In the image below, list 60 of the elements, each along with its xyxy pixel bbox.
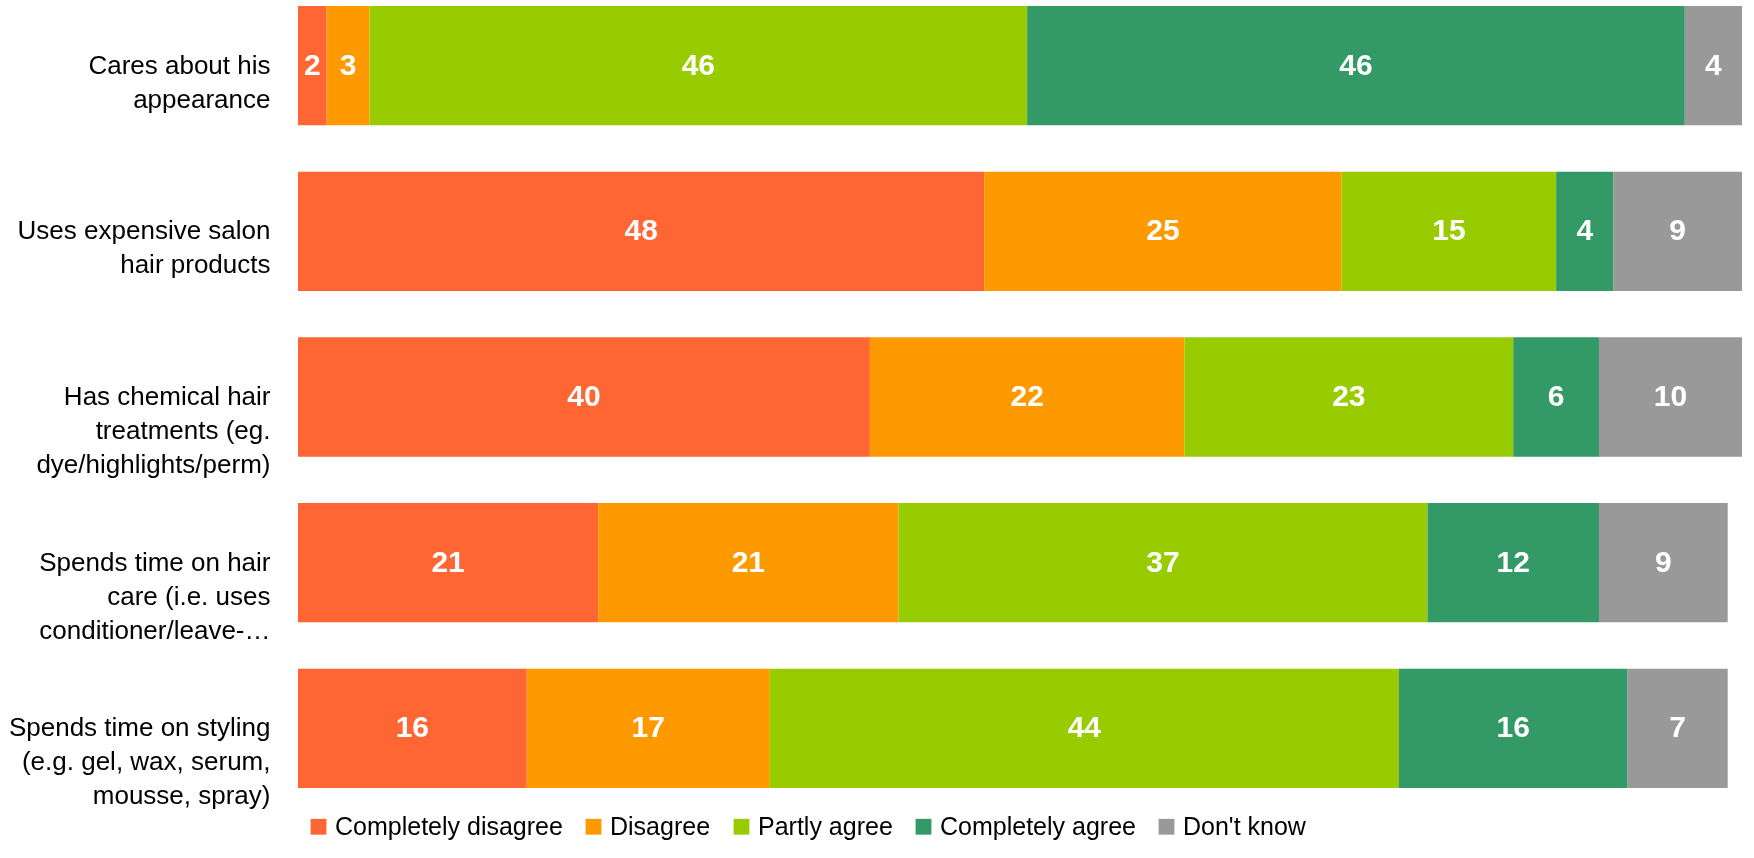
- legend-label: Completely disagree: [335, 811, 563, 840]
- legend-label: Partly agree: [758, 811, 893, 840]
- data-label: 4: [1576, 213, 1594, 247]
- data-label: 6: [1547, 379, 1565, 412]
- bar: [1684, 6, 1742, 126]
- y-tick-label: Has chemical hair treatments (eg. dye/highlights/perm): [36, 381, 271, 479]
- bar: [526, 668, 770, 788]
- bar: [298, 337, 870, 457]
- bar: [598, 503, 899, 623]
- bar: [1027, 6, 1685, 126]
- data-label: 2: [303, 47, 321, 81]
- bar: [1599, 503, 1728, 623]
- data-label: 22: [1010, 379, 1044, 412]
- bar: [298, 503, 599, 623]
- bar: [898, 503, 1428, 623]
- bar: [1513, 337, 1600, 457]
- bar: [1341, 171, 1557, 291]
- bar: [326, 6, 370, 126]
- data-label: 16: [1496, 710, 1530, 744]
- y-tick-label: Cares about his appearance: [88, 49, 271, 114]
- data-label: 3: [339, 47, 357, 81]
- y-tick-label: Spends time on styling (e.g. gel, wax, serum, mousse, spray): [8, 712, 271, 811]
- bar: [1613, 171, 1742, 291]
- data-label: 9: [1669, 213, 1687, 247]
- bar: [1556, 171, 1614, 291]
- data-label: 25: [1146, 213, 1180, 247]
- data-label: 23: [1332, 379, 1366, 412]
- bar: [1184, 337, 1514, 457]
- bar: [869, 337, 1185, 457]
- y-tick-label: Spends time on hair care (i.e. uses conditioner/leave-…: [39, 546, 271, 645]
- legend-label: Completely agree: [940, 811, 1136, 840]
- bar: [1398, 668, 1628, 788]
- data-label: 17: [631, 710, 665, 744]
- data-label: 16: [395, 710, 430, 744]
- data-label: 4: [1705, 47, 1723, 81]
- data-label: 21: [431, 544, 465, 578]
- data-label: 46: [1339, 47, 1373, 81]
- data-label: 7: [1669, 710, 1687, 744]
- bar: [1627, 668, 1728, 788]
- bar: [984, 171, 1342, 291]
- data-label: 44: [1067, 710, 1102, 744]
- data-label: 40: [567, 379, 601, 412]
- data-label: 48: [624, 213, 658, 247]
- data-label: 37: [1146, 544, 1180, 578]
- data-label: 10: [1653, 379, 1688, 412]
- bar: [1427, 503, 1600, 623]
- bar: [298, 6, 327, 126]
- data-label: 9: [1655, 544, 1672, 578]
- y-tick-label: Uses expensive salon hair products: [17, 215, 271, 280]
- data-label: 46: [681, 47, 715, 81]
- legend-label: Don't know: [1183, 811, 1307, 840]
- bar: [1599, 337, 1742, 457]
- data-label: 21: [731, 544, 766, 578]
- bar: [369, 6, 1028, 126]
- bar: [298, 668, 527, 788]
- bar: [298, 171, 985, 291]
- data-label: 15: [1432, 213, 1466, 247]
- data-label: 12: [1496, 544, 1530, 578]
- legend-label: Disagree: [610, 811, 711, 840]
- bar: [769, 668, 1399, 788]
